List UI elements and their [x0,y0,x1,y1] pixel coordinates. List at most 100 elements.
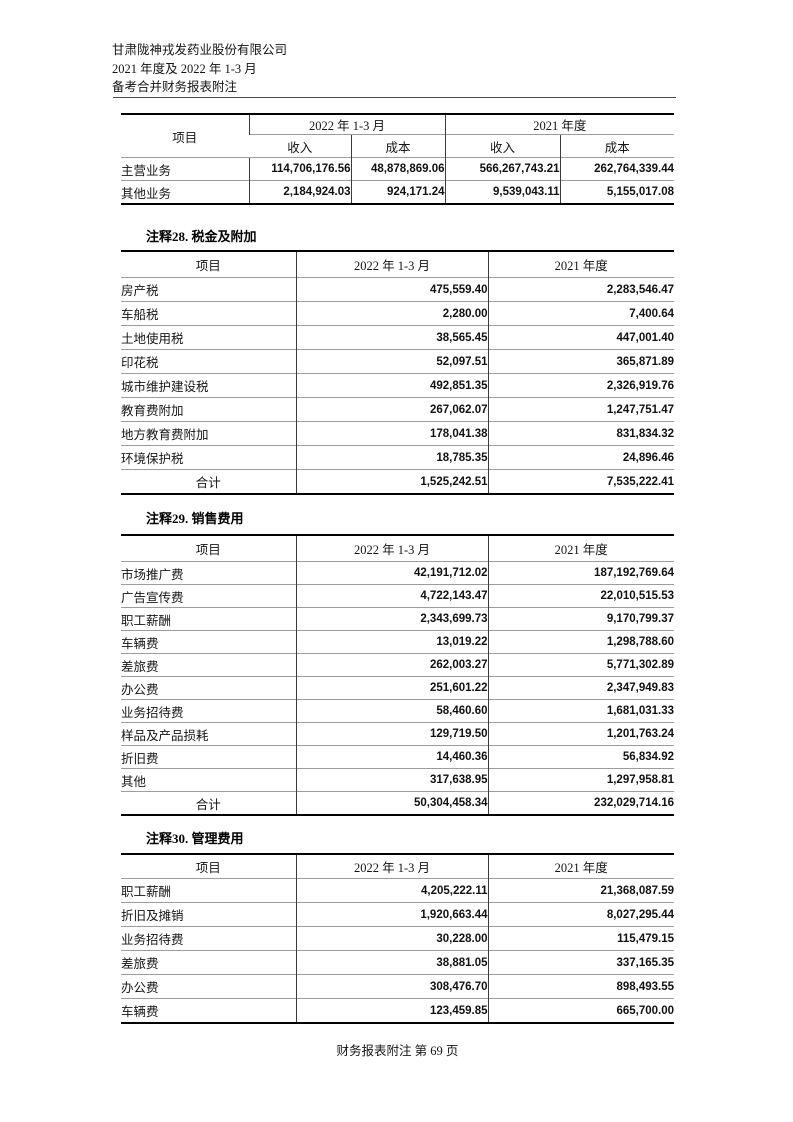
company-name: 甘肃陇神戎发药业股份有限公司 [112,43,288,57]
item-cell: 车辆费 [121,998,296,1023]
note28-title: 注释28. 税金及附加 [146,229,257,244]
header-row: 项目 2022 年 1-3 月 2021 年度 [121,854,674,879]
table-row: 办公费 251,601.22 2,347,949.83 [121,676,674,700]
revenue-cost-table: 项目 2022 年 1-3 月 2021 年度 收入 成本 收入 成本 主营业务… [121,113,675,205]
value-cell: 337,165.35 [487,950,674,975]
value-cell: 8,027,295.44 [487,902,674,927]
subcolumn-income-2021: 收入 [444,134,561,158]
item-cell: 办公费 [121,676,296,700]
item-cell: 主营业务 [121,157,249,181]
table-row: 房产税 475,559.40 2,283,546.47 [121,277,674,302]
value-cell: 2,343,699.73 [295,607,488,631]
note30-table: 项目 2022 年 1-3 月 2021 年度 职工薪酬 4,205,222.1… [121,853,674,1024]
header-row: 项目 2022 年 1-3 月 2021 年度 [121,535,674,562]
item-cell: 教育费附加 [121,397,296,422]
header-divider [113,97,676,98]
table-row: 职工薪酬 2,343,699.73 9,170,799.37 [121,607,674,631]
header-row-subcolumns: 收入 成本 收入 成本 [121,134,675,158]
table-row: 印花税 52,097.51 365,871.89 [121,349,674,374]
page-footer: 财务报表附注 第 69 页 [336,1044,459,1058]
value-cell: 114,706,176.56 [248,157,351,181]
value-cell: 665,700.00 [487,998,674,1023]
item-cell: 职工薪酬 [121,607,296,631]
subcolumn-income-2022: 收入 [249,134,351,158]
table-row: 教育费附加 267,062.07 1,247,751.47 [121,397,674,422]
table-row: 车辆费 123,459.85 665,700.00 [121,998,674,1023]
total-label-cell: 合计 [121,791,296,815]
table-row: 折旧费 14,460.36 56,834.92 [121,745,674,769]
column-header-2021: 2021 年度 [444,114,675,135]
table-row: 市场推广费 42,191,712.02 187,192,769.64 [121,561,674,585]
table-row: 广告宣传费 4,722,143.47 22,010,515.53 [121,584,674,608]
value-cell: 52,097.51 [295,349,488,374]
item-cell: 环境保护税 [121,445,296,470]
value-cell: 18,785.35 [295,445,488,470]
item-cell: 广告宣传费 [121,584,296,608]
total-row: 合计 50,304,458.34 232,029,714.16 [121,791,674,815]
value-cell: 475,559.40 [295,277,488,302]
item-cell: 业务招待费 [121,699,296,723]
table-row: 职工薪酬 4,205,222.11 21,368,087.59 [121,878,674,903]
value-cell: 492,851.35 [295,373,488,398]
item-cell: 其他业务 [121,180,249,204]
value-cell: 2,347,949.83 [487,676,674,700]
value-cell: 115,479.15 [487,926,674,951]
value-cell: 30,228.00 [295,926,488,951]
subcolumn-cost-2022: 成本 [350,134,446,158]
value-cell: 1,920,663.44 [295,902,488,927]
value-cell: 187,192,769.64 [487,561,674,585]
document-title: 备考合并财务报表附注 [112,80,238,94]
note29-title: 注释29. 销售费用 [146,511,244,526]
value-cell: 365,871.89 [487,349,674,374]
value-cell: 1,297,958.81 [487,768,674,792]
value-cell: 22,010,515.53 [487,584,674,608]
header-row: 项目 2022 年 1-3 月 2021 年度 [121,251,674,278]
report-period: 2021 年度及 2022 年 1-3 月 [112,61,257,76]
note28-table: 项目 2022 年 1-3 月 2021 年度 房产税 475,559.40 2… [121,250,674,495]
table-row: 车辆费 13,019.22 1,298,788.60 [121,630,674,654]
item-cell: 差旅费 [121,950,296,975]
value-cell: 123,459.85 [295,998,488,1023]
table-row: 其他业务 2,184,924.03 924,171.24 9,539,043.1… [121,180,675,204]
table-row: 业务招待费 30,228.00 115,479.15 [121,926,674,951]
table-row: 主营业务 114,706,176.56 48,878,869.06 566,26… [121,157,675,181]
item-cell: 城市维护建设税 [121,373,296,398]
column-header-item: 项目 [195,543,221,557]
item-cell: 市场推广费 [121,561,296,585]
value-cell: 1,298,788.60 [487,630,674,654]
value-cell: 38,881.05 [295,950,488,975]
item-cell: 土地使用税 [121,325,296,350]
value-cell: 251,601.22 [295,676,488,700]
value-cell: 9,539,043.11 [444,180,561,204]
column-header-2022: 2022 年 1-3 月 [295,854,488,879]
value-cell: 2,326,919.76 [487,373,674,398]
item-cell: 房产税 [121,277,296,302]
table-row: 其他 317,638.95 1,297,958.81 [121,768,674,792]
value-cell: 7,400.64 [487,301,674,326]
column-header-2022: 2022 年 1-3 月 [248,114,446,135]
value-cell: 38,565.45 [295,325,488,350]
value-cell: 262,003.27 [295,653,488,677]
table-row: 办公费 308,476.70 898,493.55 [121,974,674,999]
value-cell: 447,001.40 [487,325,674,350]
column-header-2021: 2021 年度 [487,251,674,278]
value-cell: 898,493.55 [487,974,674,999]
value-cell: 4,205,222.11 [295,878,488,903]
item-cell: 车船税 [121,301,296,326]
item-cell: 业务招待费 [121,926,296,951]
value-cell: 308,476.70 [295,974,488,999]
value-cell: 2,280.00 [295,301,488,326]
item-cell: 折旧费 [121,745,296,769]
value-cell: 1,681,031.33 [487,699,674,723]
value-cell: 56,834.92 [487,745,674,769]
table-row: 样品及产品损耗 129,719.50 1,201,763.24 [121,722,674,746]
value-cell: 9,170,799.37 [487,607,674,631]
item-cell: 车辆费 [121,630,296,654]
table-row: 车船税 2,280.00 7,400.64 [121,301,674,326]
value-cell: 317,638.95 [295,768,488,792]
table-row: 城市维护建设税 492,851.35 2,326,919.76 [121,373,674,398]
value-cell: 4,722,143.47 [295,584,488,608]
value-cell: 267,062.07 [295,397,488,422]
total-value-cell: 1,525,242.51 [295,469,488,494]
